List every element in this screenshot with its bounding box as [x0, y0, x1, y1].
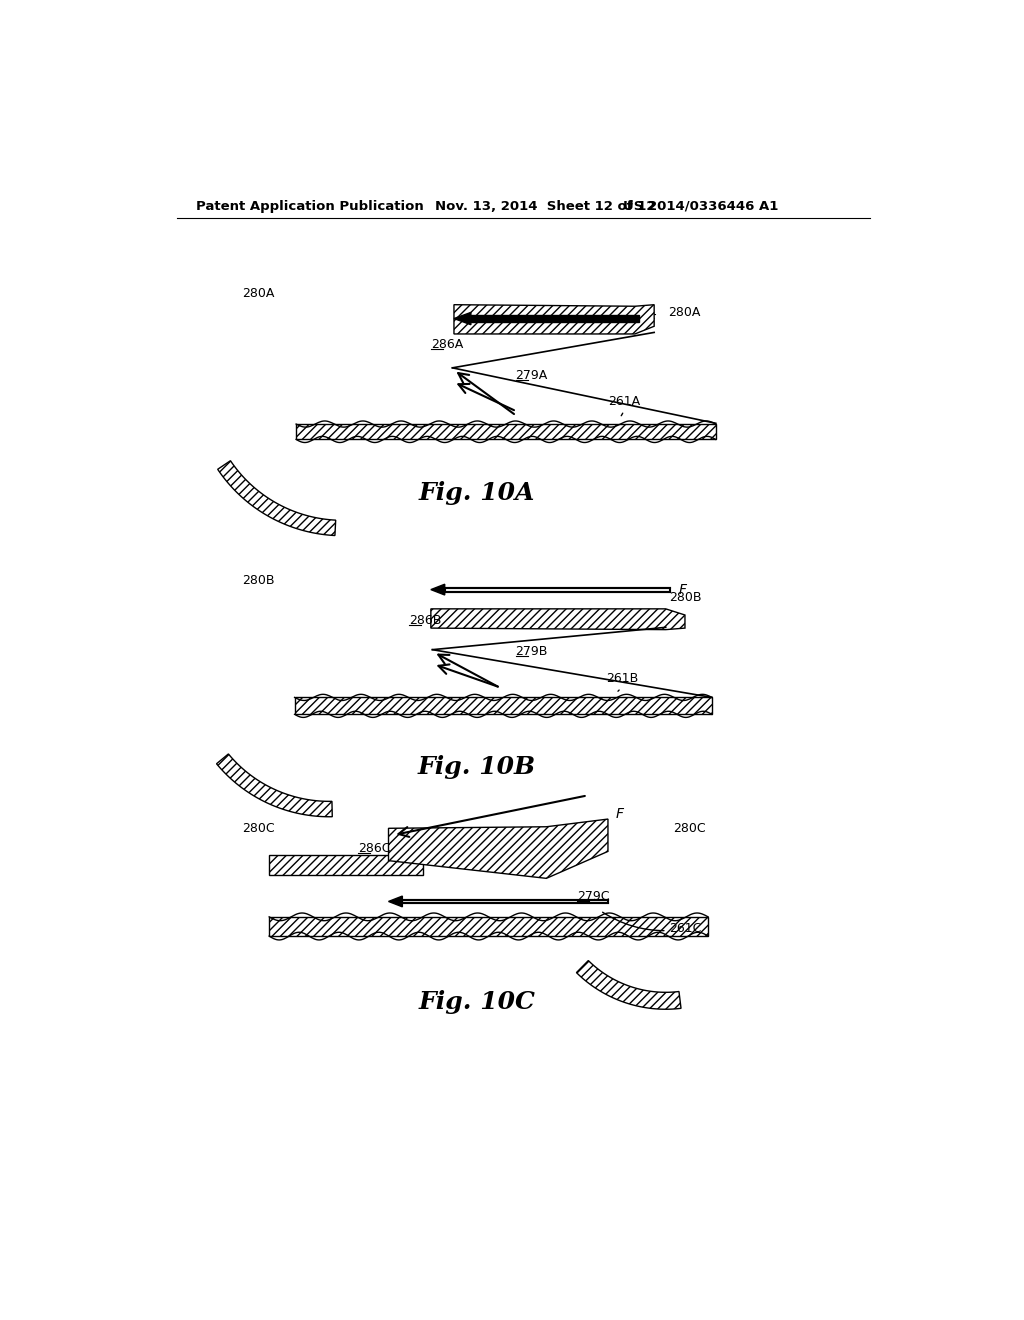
- Text: F: F: [648, 313, 656, 327]
- Polygon shape: [218, 461, 336, 536]
- Text: F: F: [615, 808, 624, 821]
- Text: 261A: 261A: [608, 395, 640, 416]
- Text: 280B: 280B: [243, 574, 274, 587]
- Polygon shape: [388, 896, 402, 907]
- Text: 279C: 279C: [578, 890, 609, 903]
- Text: Patent Application Publication: Patent Application Publication: [196, 199, 424, 213]
- Polygon shape: [444, 587, 670, 591]
- Polygon shape: [269, 917, 708, 936]
- Text: Fig. 10A: Fig. 10A: [419, 482, 536, 506]
- Polygon shape: [216, 754, 332, 817]
- Polygon shape: [454, 313, 471, 325]
- Text: 261C: 261C: [602, 912, 701, 936]
- Text: 279B: 279B: [515, 644, 548, 657]
- Polygon shape: [577, 961, 681, 1010]
- Text: US 2014/0336446 A1: US 2014/0336446 A1: [624, 199, 778, 213]
- Polygon shape: [402, 899, 608, 903]
- Text: 286B: 286B: [410, 614, 441, 627]
- Text: 279A: 279A: [515, 370, 548, 381]
- Text: Fig. 10C: Fig. 10C: [419, 990, 536, 1014]
- Text: 286A: 286A: [431, 338, 463, 351]
- Polygon shape: [296, 424, 716, 440]
- Text: 280C: 280C: [243, 822, 274, 834]
- Text: 261B: 261B: [606, 672, 639, 692]
- Polygon shape: [388, 818, 608, 878]
- Text: Nov. 13, 2014  Sheet 12 of 12: Nov. 13, 2014 Sheet 12 of 12: [435, 199, 655, 213]
- Text: F: F: [679, 582, 687, 597]
- Text: 280C: 280C: [674, 822, 706, 834]
- Text: Fig. 10B: Fig. 10B: [418, 755, 537, 779]
- Text: 286C: 286C: [357, 842, 390, 855]
- Polygon shape: [269, 855, 423, 874]
- Text: 280A: 280A: [243, 286, 274, 300]
- Polygon shape: [471, 315, 639, 322]
- Polygon shape: [431, 585, 444, 595]
- Polygon shape: [295, 697, 712, 714]
- Polygon shape: [431, 609, 685, 630]
- Text: 280A: 280A: [668, 306, 700, 319]
- Polygon shape: [454, 305, 654, 334]
- Text: 280B: 280B: [670, 591, 702, 603]
